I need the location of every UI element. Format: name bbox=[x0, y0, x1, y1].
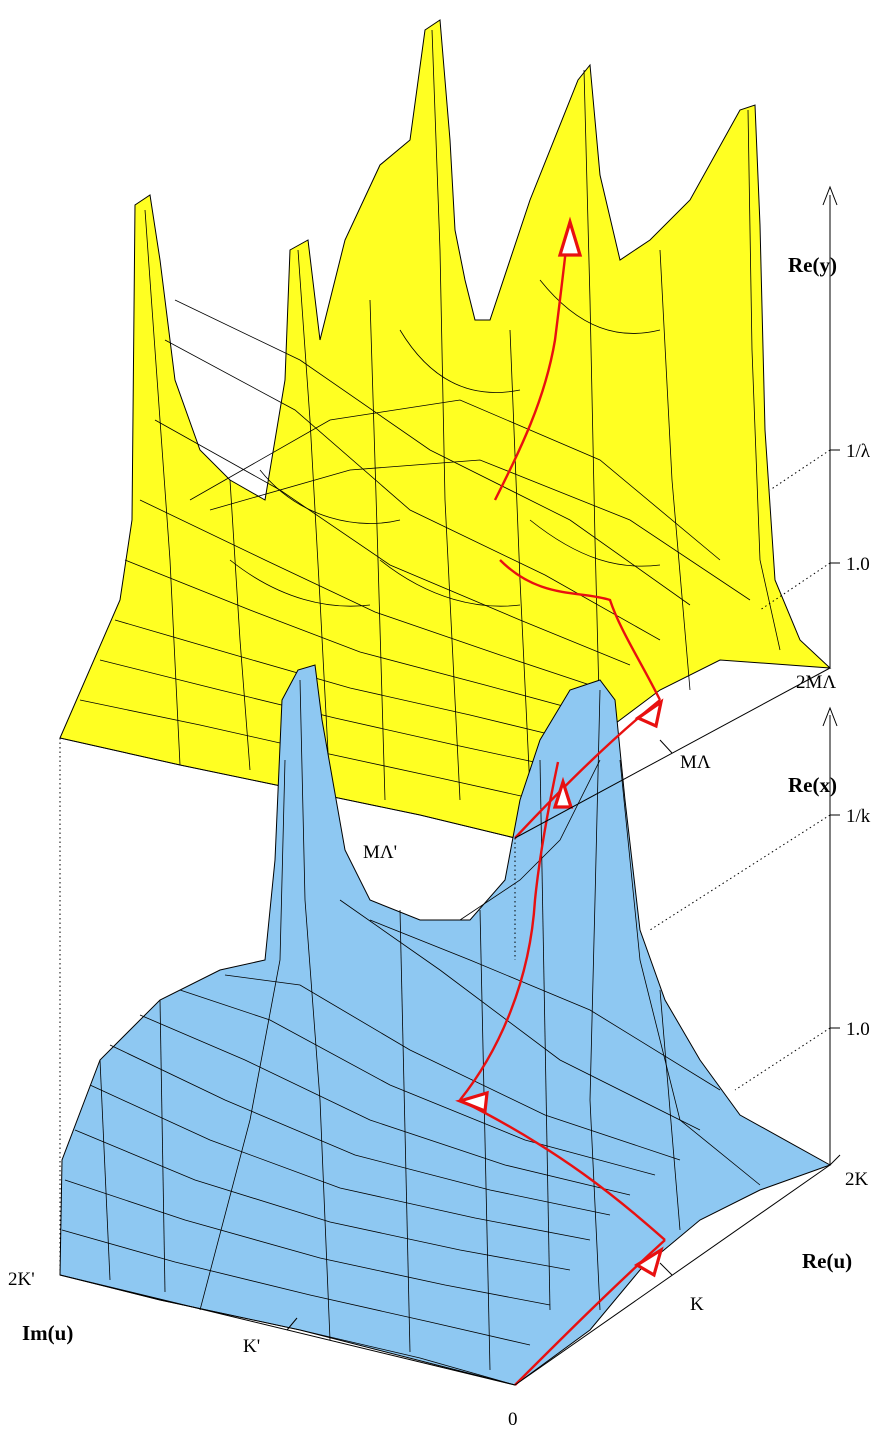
tick-label-k: K bbox=[690, 1294, 704, 1315]
upper-red-path-rise bbox=[493, 229, 570, 501]
upper-axis-title: Re(y) bbox=[788, 253, 837, 277]
upper-red-path-flat bbox=[499, 559, 662, 701]
triangle-arrow-icon bbox=[552, 776, 574, 809]
re-axis-title: Re(u) bbox=[802, 1249, 852, 1273]
lower-axis-title: Re(x) bbox=[788, 773, 837, 797]
lower-tick-2k bbox=[829, 1154, 841, 1166]
upper-base-re-axis bbox=[514, 667, 831, 839]
lower-red-path-flat bbox=[459, 1098, 666, 1241]
tick-label-one-upper: 1.0 bbox=[846, 554, 870, 575]
dotted-guide-one-upper bbox=[759, 562, 831, 611]
im-axis-title: Im(u) bbox=[22, 1321, 73, 1345]
triangle-arrow-icon bbox=[634, 698, 664, 729]
integration-path bbox=[455, 216, 666, 1386]
lower-tick-kp bbox=[286, 1317, 298, 1331]
triangle-arrow-icon bbox=[633, 1246, 664, 1278]
tick-label-2kp: 2K' bbox=[8, 1269, 35, 1290]
tick-label-inv-k: 1/k bbox=[846, 806, 871, 827]
upper-surface-mesh bbox=[59, 29, 781, 839]
upper-tick-ml bbox=[659, 739, 673, 754]
tick-label-ml: MΛ bbox=[680, 752, 711, 773]
up-arrow-icon bbox=[822, 185, 838, 206]
tick-label-one-lower: 1.0 bbox=[846, 1019, 870, 1040]
lower-surface-body bbox=[59, 664, 832, 1386]
labels: Re(y) 1/λ 1.0 2MΛ MΛ MΛ' Re(x) 1/k 1.0 2… bbox=[8, 253, 871, 1430]
dotted-guide-inv-k bbox=[649, 814, 831, 931]
dotted-guide-inv-lambda bbox=[769, 449, 831, 491]
lower-red-path-rise bbox=[459, 761, 560, 1101]
tick-label-mlp: MΛ' bbox=[363, 842, 397, 863]
dotted-guide-one-lower bbox=[734, 1027, 831, 1091]
tick-label-2ml: 2MΛ bbox=[796, 672, 836, 693]
tick-label-kp: K' bbox=[243, 1336, 260, 1357]
lower-surface bbox=[59, 664, 832, 1386]
tick-label-inv-lambda: 1/λ bbox=[846, 441, 871, 462]
tick-label-origin: 0 bbox=[508, 1409, 518, 1430]
tick-label-2k: 2K bbox=[845, 1169, 869, 1190]
upper-surface-body bbox=[59, 19, 832, 839]
lower-base-re-axis bbox=[514, 1164, 831, 1386]
axes bbox=[59, 185, 841, 1386]
lower-tick-k bbox=[659, 1262, 673, 1276]
upper-surface bbox=[59, 19, 832, 839]
triangle-arrow-icon bbox=[455, 1090, 489, 1114]
lower-surface-mesh bbox=[59, 679, 761, 1386]
triangle-arrow-icon bbox=[557, 216, 583, 257]
up-arrow-icon bbox=[822, 706, 838, 727]
